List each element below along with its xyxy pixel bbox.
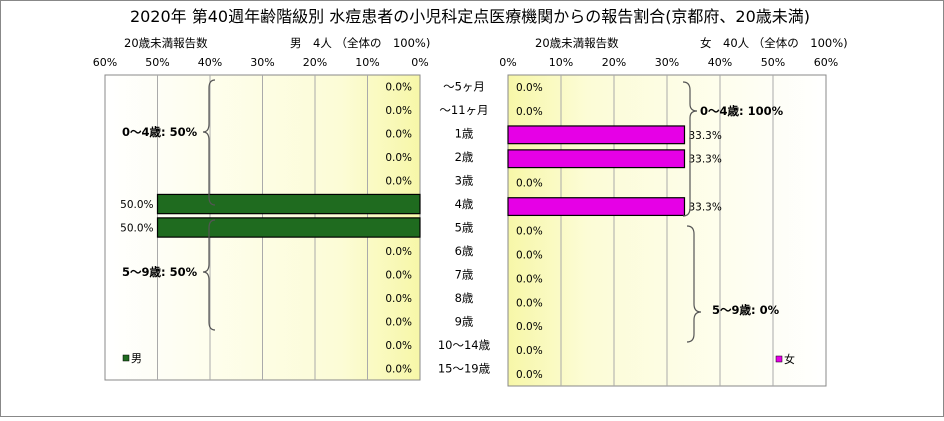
male-bars bbox=[156, 193, 421, 238]
female-data-label: 0.0% bbox=[516, 249, 543, 261]
category-label: 9歳 bbox=[455, 314, 474, 328]
male-tick-label: 40% bbox=[198, 56, 222, 69]
female-data-label: 0.0% bbox=[516, 273, 543, 285]
male-annotation-5-9: 5～9歳: 50% bbox=[122, 265, 198, 279]
female-brace-0-4 bbox=[682, 81, 698, 217]
female-tick-label: 20% bbox=[602, 56, 626, 69]
male-data-label: 0.0% bbox=[385, 316, 412, 328]
male-data-label: 0.0% bbox=[385, 105, 412, 117]
category-label: 2歳 bbox=[455, 150, 474, 164]
female-brace-5-9 bbox=[686, 225, 702, 343]
category-label: 15～19歳 bbox=[438, 361, 491, 375]
male-brace-5-9 bbox=[202, 219, 216, 331]
male-bar bbox=[156, 217, 421, 238]
female-tick-label: 30% bbox=[655, 56, 679, 69]
category-label: ～11ヶ月 bbox=[439, 103, 488, 117]
female-data-label: 33.3% bbox=[688, 130, 721, 142]
male-data-labels: 0.0% 0.0% 0.0% 0.0% 0.0% 50.0% 50.0% 0.0% 0.0% 0.… bbox=[120, 82, 412, 376]
male-data-label: 0.0% bbox=[385, 363, 412, 375]
female-annotation-5-9: 5～9歳: 0% bbox=[712, 303, 780, 317]
female-tick-label: 60% bbox=[814, 56, 838, 69]
chart-title: 2020年 第40週年齢階級別 水痘患者の小児科定点医療機関からの報告割合(京都… bbox=[130, 7, 810, 26]
male-data-label: 0.0% bbox=[385, 246, 412, 258]
category-label: 7歳 bbox=[455, 267, 474, 281]
female-axis-ticks: 0% 10% 20% 30% 40% 50% 60% bbox=[499, 56, 838, 69]
female-bars bbox=[507, 125, 686, 217]
male-data-label: 0.0% bbox=[385, 82, 412, 94]
female-header: 女 40人 （全体の 100%) bbox=[700, 36, 848, 50]
male-data-label: 0.0% bbox=[385, 176, 412, 188]
female-bar bbox=[507, 149, 686, 169]
female-legend-label: 女 bbox=[784, 352, 795, 366]
female-subheading: 20歳未満報告数 bbox=[535, 36, 619, 50]
female-data-label: 0.0% bbox=[516, 106, 543, 118]
category-label: 3歳 bbox=[455, 174, 474, 188]
female-data-label: 0.0% bbox=[516, 226, 543, 238]
male-tick-label: 60% bbox=[93, 56, 117, 69]
male-brace-0-4 bbox=[202, 79, 216, 206]
female-tick-label: 10% bbox=[549, 56, 573, 69]
female-tick-label: 40% bbox=[708, 56, 732, 69]
category-label: 8歳 bbox=[455, 291, 474, 305]
female-data-label: 0.0% bbox=[516, 369, 543, 381]
male-data-label: 0.0% bbox=[385, 340, 412, 352]
category-label: 5歳 bbox=[455, 221, 474, 235]
male-tick-label: 20% bbox=[303, 56, 327, 69]
female-data-label: 33.3% bbox=[688, 202, 721, 214]
female-tick-label: 0% bbox=[499, 56, 516, 69]
male-subheading: 20歳未満報告数 bbox=[124, 36, 208, 50]
female-data-label: 0.0% bbox=[516, 321, 543, 333]
male-legend-swatch bbox=[122, 354, 130, 362]
female-data-label: 0.0% bbox=[516, 82, 543, 94]
male-data-label: 0.0% bbox=[385, 152, 412, 164]
female-data-label: 0.0% bbox=[516, 178, 543, 190]
category-label: 4歳 bbox=[455, 197, 474, 211]
female-bar bbox=[507, 197, 686, 217]
male-tick-label: 30% bbox=[250, 56, 274, 69]
female-bar bbox=[507, 125, 686, 145]
male-tick-label: 10% bbox=[355, 56, 379, 69]
female-legend-swatch bbox=[775, 355, 783, 363]
female-data-labels: 0.0% 0.0% 33.3% 33.3% 0.0% 33.3% 0.0% 0.0% 0.0% 0… bbox=[516, 82, 722, 381]
male-legend-label: 男 bbox=[131, 352, 142, 365]
male-header: 男 4人 （全体の 100%) bbox=[290, 36, 430, 50]
female-data-label: 0.0% bbox=[516, 345, 543, 357]
male-tick-label: 0% bbox=[411, 56, 428, 69]
male-data-label: 0.0% bbox=[385, 293, 412, 305]
female-data-label: 0.0% bbox=[516, 297, 543, 309]
category-label: 10～14歳 bbox=[438, 338, 491, 352]
male-axis-ticks: 60% 50% 40% 30% 20% 10% 0% bbox=[93, 56, 429, 69]
male-data-label: 50.0% bbox=[120, 199, 153, 211]
male-tick-label: 50% bbox=[145, 56, 169, 69]
male-data-label: 0.0% bbox=[385, 269, 412, 281]
category-label: 6歳 bbox=[455, 244, 474, 258]
male-data-label: 0.0% bbox=[385, 129, 412, 141]
female-data-label: 33.3% bbox=[688, 154, 721, 166]
category-label: ～5ヶ月 bbox=[443, 80, 485, 94]
male-data-label: 50.0% bbox=[120, 223, 153, 235]
female-annotation-0-4: 0～4歳: 100% bbox=[700, 104, 784, 118]
female-tick-label: 50% bbox=[761, 56, 785, 69]
category-labels: ～5ヶ月 ～11ヶ月 1歳 2歳 3歳 4歳 5歳 6歳 7歳 8歳 9歳 10～14歳 15～19歳 bbox=[438, 80, 491, 376]
male-annotation-0-4: 0～4歳: 50% bbox=[122, 125, 198, 139]
category-label: 1歳 bbox=[455, 127, 474, 141]
male-bar bbox=[156, 193, 421, 215]
